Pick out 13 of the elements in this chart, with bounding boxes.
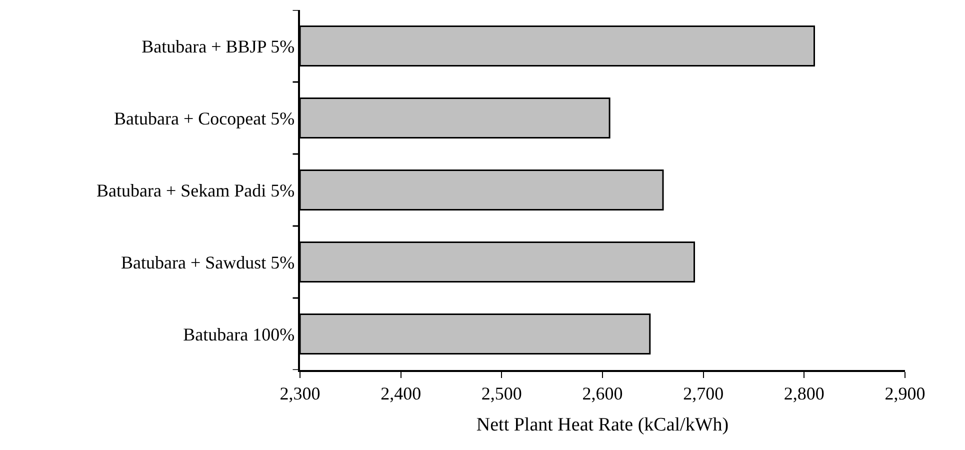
y-tick-label: Batubara + Sekam Padi 5%	[96, 180, 295, 200]
x-tick-label: 2,800	[784, 383, 824, 404]
x-tick-label: 2,900	[884, 383, 926, 404]
y-tick-label: Batubara + Cocopeat 5%	[114, 108, 295, 128]
x-tick-label: 2,600	[582, 383, 623, 404]
x-tick-label: 2,700	[683, 383, 724, 404]
y-tick-label: Batubara + Sawdust 5%	[121, 252, 295, 272]
x-axis-title: Nett Plant Heat Rate (kCal/kWh)	[476, 414, 729, 436]
y-tick-label: Batubara + BBJP 5%	[142, 36, 295, 56]
x-tick-label: 2,400	[380, 383, 422, 404]
y-tick-label: Batubara 100%	[183, 324, 295, 344]
x-tick-label: 2,500	[481, 383, 522, 404]
x-tick-label: 2,300	[280, 383, 320, 404]
